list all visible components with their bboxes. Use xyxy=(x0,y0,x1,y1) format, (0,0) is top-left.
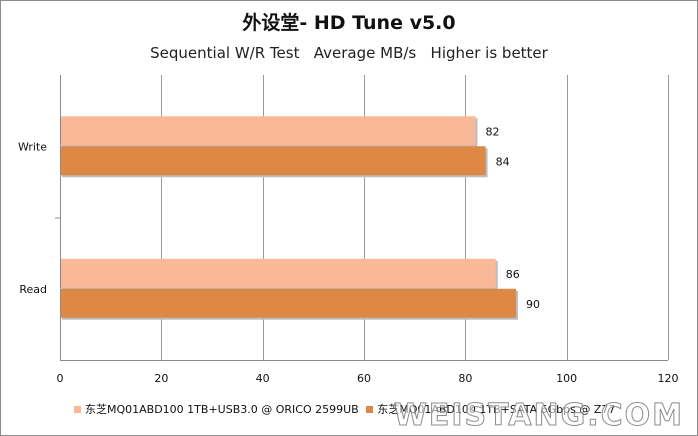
x-tick-label: 120 xyxy=(658,372,679,385)
legend-label-sata: 东芝MQ01ABD100 1TB+SATA 6Gbps @ Z77 xyxy=(377,403,616,416)
x-tick-label: 80 xyxy=(458,372,472,385)
x-tick-label: 0 xyxy=(57,372,64,385)
bar-read-series-1 xyxy=(60,288,516,318)
bar-write-series-0 xyxy=(60,116,476,146)
legend-item-usb: 东芝MQ01ABD100 1TB+USB3.0 @ ORICO 2599UB xyxy=(74,401,359,417)
chart-subtitle: Sequential W/R Test Average MB/s Higher … xyxy=(150,44,548,62)
data-label: 84 xyxy=(496,155,510,168)
data-label: 82 xyxy=(485,125,499,138)
x-tick-label: 20 xyxy=(154,372,168,385)
watermark: WEISTANG.COM xyxy=(393,398,684,434)
x-tick-label: 100 xyxy=(556,372,577,385)
legend: 东芝MQ01ABD100 1TB+USB3.0 @ ORICO 2599UB 东… xyxy=(74,401,619,417)
data-label: 86 xyxy=(506,268,520,281)
x-tick-label: 60 xyxy=(357,372,371,385)
category-label-read: Read xyxy=(19,283,47,296)
legend-item-sata: 东芝MQ01ABD100 1TB+SATA 6Gbps @ Z77 xyxy=(366,401,615,417)
legend-swatch-usb xyxy=(74,405,81,413)
bar-read-series-0 xyxy=(60,258,496,288)
bar-write-series-1 xyxy=(60,146,486,176)
legend-label-usb: 东芝MQ01ABD100 1TB+USB3.0 @ ORICO 2599UB xyxy=(85,403,359,416)
legend-swatch-sata xyxy=(366,405,374,413)
x-tick-label: 40 xyxy=(256,372,270,385)
category-label-write: Write xyxy=(18,140,47,153)
chart-title: 外设堂- HD Tune v5.0 xyxy=(242,12,456,34)
data-label: 90 xyxy=(526,298,540,311)
